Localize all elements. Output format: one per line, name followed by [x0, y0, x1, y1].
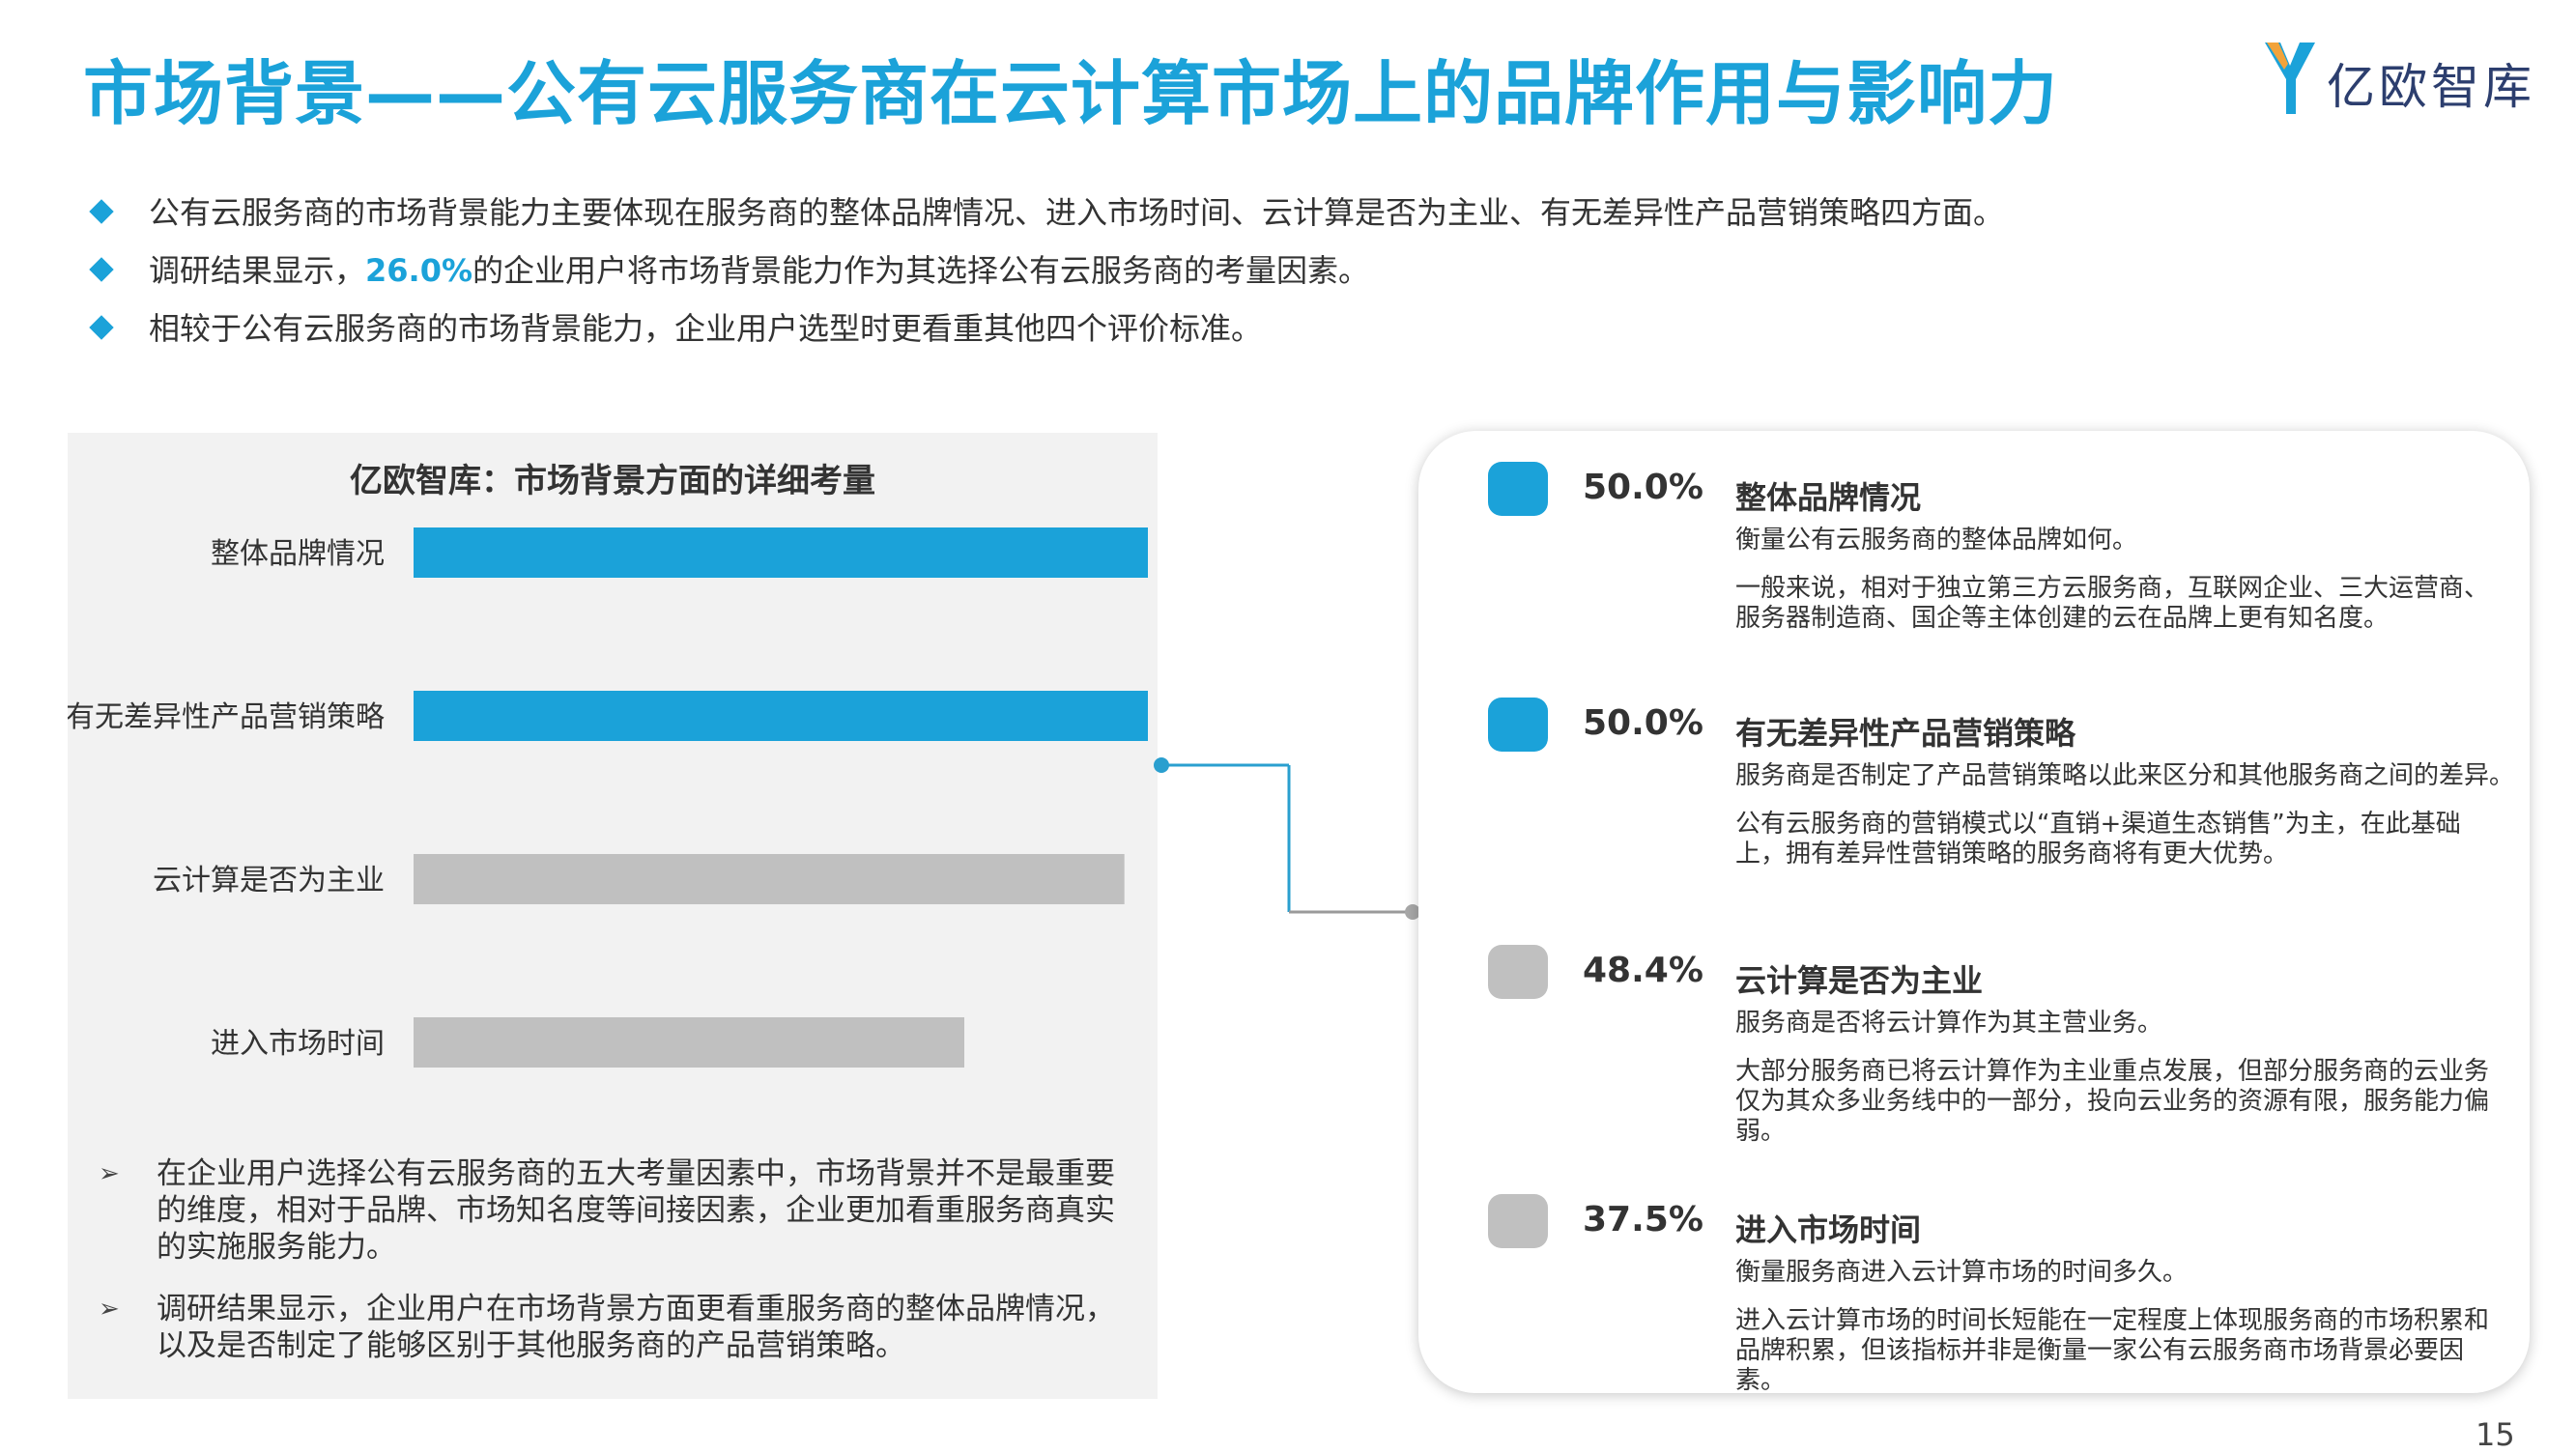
note-item: ➢ 调研结果显示，企业用户在市场背景方面更看重服务商的整体品牌情况，以及是否制定…	[99, 1291, 1142, 1364]
arrow-bullet-icon: ➢	[99, 1159, 120, 1188]
bar-2	[414, 854, 1125, 904]
bullet-item: 公有云服务商的市场背景能力主要体现在服务商的整体品牌情况、进入市场时间、云计算是…	[89, 184, 2004, 242]
detail-explanation: 大部分服务商已将云计算作为主业重点发展，但部分服务商的云业务仅为其众多业务线中的…	[1735, 1057, 2490, 1146]
detail-explanation: 一般来说，相对于独立第三方云服务商，互联网企业、三大运营商、服务器制造商、国企等…	[1735, 574, 2490, 633]
summary-bullets: 公有云服务商的市场背景能力主要体现在服务商的整体品牌情况、进入市场时间、云计算是…	[89, 184, 2004, 357]
color-swatch	[1488, 462, 1548, 516]
detail-percent: 50.0%	[1583, 468, 1703, 507]
detail-summary: 衡量公有云服务商的整体品牌如何。	[1735, 526, 2138, 555]
chart-panel: 整体品牌情况有无差异性产品营销策略云计算是否为主业进入市场时间 亿欧智库：市场背…	[68, 433, 1158, 1399]
note-item: ➢ 在企业用户选择公有云服务商的五大考量因素中，市场背景并不是最重要的维度，相对…	[99, 1155, 1142, 1266]
detail-name: 有无差异性产品营销策略	[1735, 715, 2076, 752]
detail-name: 进入市场时间	[1735, 1211, 1922, 1248]
diamond-bullet-icon	[89, 257, 114, 282]
bullet-text: 相较于公有云服务商的市场背景能力，企业用户选型时更看重其他四个评价标准。	[149, 310, 1263, 347]
category-label: 整体品牌情况	[211, 537, 385, 571]
detail-item-marketing: 50.0% 有无差异性产品营销策略 服务商是否制定了产品营销策略以此来区分和其他…	[1418, 667, 2530, 889]
bullet-highlight: 26.0%	[365, 252, 473, 289]
detail-item-core-business: 48.4% 云计算是否为主业 服务商是否将云计算作为其主营业务。 大部分服务商已…	[1418, 914, 2530, 1146]
note-text: 调研结果显示，企业用户在市场背景方面更看重服务商的整体品牌情况，以及是否制定了能…	[157, 1292, 1115, 1363]
detail-explanation: 进入云计算市场的时间长短能在一定程度上体现服务商的市场积累和品牌积累，但该指标并…	[1735, 1306, 2490, 1395]
detail-name: 整体品牌情况	[1735, 479, 1922, 516]
detail-summary: 衡量服务商进入云计算市场的时间多久。	[1735, 1258, 2189, 1287]
detail-summary: 服务商是否将云计算作为其主营业务。	[1735, 1009, 2163, 1038]
bullet-item: 相较于公有云服务商的市场背景能力，企业用户选型时更看重其他四个评价标准。	[89, 299, 2004, 357]
logo-text: 亿欧智库	[2327, 59, 2535, 115]
arrow-bullet-icon: ➢	[99, 1295, 120, 1324]
detail-explanation: 公有云服务商的营销模式以“直销+渠道生态销售”为主，在此基础上，拥有差异性营销策…	[1735, 810, 2461, 869]
chart-notes: ➢ 在企业用户选择公有云服务商的五大考量因素中，市场背景并不是最重要的维度，相对…	[99, 1155, 1142, 1389]
bar-0	[414, 527, 1148, 578]
color-swatch	[1488, 698, 1548, 752]
bullet-text-after: 的企业用户将市场背景能力作为其选择公有云服务商的考量因素。	[472, 252, 1370, 289]
category-label: 有无差异性产品营销策略	[68, 700, 385, 734]
bar-3	[414, 1017, 964, 1068]
detail-percent: 50.0%	[1583, 703, 1703, 743]
detail-percent: 48.4%	[1583, 951, 1703, 990]
color-swatch	[1488, 945, 1548, 999]
detail-panel: 50.0% 整体品牌情况 衡量公有云服务商的整体品牌如何。 一般来说，相对于独立…	[1418, 431, 2530, 1395]
logo-mark-icon	[2265, 43, 2315, 114]
detail-summary: 服务商是否制定了产品营销策略以此来区分和其他服务商之间的差异。	[1735, 761, 2515, 790]
category-label: 进入市场时间	[211, 1027, 385, 1061]
category-label: 云计算是否为主业	[153, 864, 385, 897]
color-swatch	[1488, 1194, 1548, 1248]
detail-percent: 37.5%	[1583, 1200, 1703, 1239]
diamond-bullet-icon	[89, 199, 114, 224]
connector-start-dot	[1154, 757, 1169, 773]
diamond-bullet-icon	[89, 315, 114, 340]
note-text: 在企业用户选择公有云服务商的五大考量因素中，市场背景并不是最重要的维度，相对于品…	[157, 1156, 1115, 1265]
bullet-text-before: 调研结果显示，	[149, 252, 366, 289]
detail-item-market-entry: 37.5% 进入市场时间 衡量服务商进入云计算市场的时间多久。 进入云计算市场的…	[1418, 1163, 2530, 1395]
page-title: 市场背景——公有云服务商在云计算市场上的品牌作用与影响力	[83, 53, 2059, 134]
page-number: 15	[2476, 1416, 2515, 1453]
bullet-text: 公有云服务商的市场背景能力主要体现在服务商的整体品牌情况、进入市场时间、云计算是…	[149, 194, 2005, 231]
brand-logo: 亿欧智库	[2261, 37, 2541, 124]
bullet-item: 调研结果显示，26.0%的企业用户将市场背景能力作为其选择公有云服务商的考量因素…	[89, 242, 2004, 299]
connector-end-dot	[1405, 904, 1420, 920]
bar-1	[414, 691, 1148, 741]
detail-name: 云计算是否为主业	[1735, 962, 1984, 999]
detail-item-brand: 50.0% 整体品牌情况 衡量公有云服务商的整体品牌如何。 一般来说，相对于独立…	[1418, 431, 2530, 653]
connector-line	[1154, 757, 1420, 920]
chart-title: 亿欧智库：市场背景方面的详细考量	[350, 462, 875, 500]
